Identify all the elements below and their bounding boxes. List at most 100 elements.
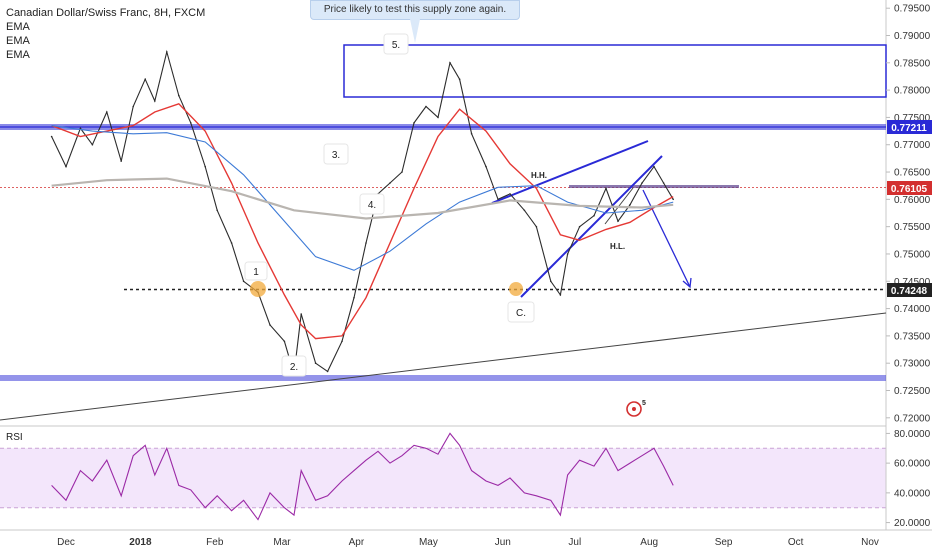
- support-price-label: 0.74248: [891, 286, 928, 297]
- price-tick-label: 0.79500: [894, 4, 931, 15]
- wave-4-box: [359, 193, 385, 215]
- rsi-tick-label: 60.0000: [894, 459, 931, 470]
- higher-low-label: H.L.: [610, 242, 625, 251]
- price-point: [509, 193, 511, 195]
- time-tick-label: Feb: [206, 537, 224, 548]
- price-tick-label: 0.73000: [894, 359, 931, 370]
- time-tick-label: Sep: [715, 537, 733, 548]
- price-point: [79, 127, 82, 130]
- price-point: [50, 135, 53, 138]
- time-tick-label: Dec: [57, 537, 75, 548]
- wave-5-box: [383, 33, 409, 55]
- price-tick-label: 0.75500: [894, 222, 931, 233]
- price-tick-label: 0.76000: [894, 195, 931, 206]
- price-point: [144, 78, 146, 80]
- price-tick-label: 0.74000: [894, 304, 931, 315]
- wave-4-label: 4.: [368, 200, 376, 211]
- support-zone-band: [0, 375, 886, 381]
- breakout-level-band: [569, 185, 739, 188]
- price-point: [283, 340, 286, 343]
- price-tick-label: 0.78500: [894, 58, 931, 69]
- price-point: [413, 122, 415, 124]
- wave-5-label: 5.: [392, 40, 400, 51]
- price-point: [154, 100, 156, 102]
- price-point: [389, 182, 391, 184]
- price-point: [641, 182, 643, 184]
- price-tick-label: 0.73500: [894, 331, 931, 342]
- price-point: [190, 122, 192, 124]
- current-price-label: 0.76105: [891, 184, 928, 195]
- time-tick-label: 2018: [129, 537, 152, 548]
- rsi-tick-label: 20.0000: [894, 518, 931, 529]
- price-point: [497, 198, 499, 201]
- price-point: [535, 225, 538, 228]
- time-tick-label: Jul: [568, 537, 581, 548]
- price-point: [523, 209, 526, 212]
- price-point: [269, 324, 271, 326]
- wave-1-marker: [250, 281, 266, 297]
- price-point: [458, 78, 461, 80]
- price-tick-label: 0.76500: [894, 168, 931, 179]
- rsi-axis-ticks: 20.0000 40.0000 60.0000 80.0000: [886, 429, 931, 529]
- price-tick-label: 0.72500: [894, 386, 931, 397]
- price-point: [550, 280, 552, 283]
- rsi-tick-label: 40.0000: [894, 488, 931, 499]
- price-tick-label: 0.78000: [894, 86, 931, 97]
- logo-dot: [632, 407, 636, 411]
- wave-3-box: [323, 143, 349, 165]
- price-point: [300, 313, 303, 315]
- wave-c-marker: [509, 282, 523, 296]
- wave-3-label: 3.: [332, 150, 340, 161]
- time-tick-label: Mar: [273, 537, 291, 548]
- rsi-label: RSI: [6, 432, 23, 443]
- legend-title: Canadian Dollar/Swiss Franc, 8H, FXCM: [6, 7, 206, 19]
- price-point: [566, 253, 569, 255]
- time-tick-label: Apr: [349, 537, 365, 548]
- wedge-lower-line: [520, 155, 663, 298]
- price-point: [166, 51, 168, 53]
- time-tick-label: Aug: [640, 537, 658, 548]
- price-point: [314, 362, 317, 365]
- rsi-tick-label: 80.0000: [894, 429, 931, 440]
- logo-badge: 5: [642, 400, 646, 407]
- price-point: [672, 198, 674, 201]
- price-point: [106, 111, 108, 113]
- legend-ema-3: EMA: [6, 49, 30, 61]
- wave-c-label: C.: [516, 308, 526, 319]
- wave-1-label: 1: [253, 267, 259, 278]
- price-point: [449, 62, 451, 64]
- legend-ema-2: EMA: [6, 35, 30, 47]
- price-point: [662, 182, 665, 184]
- higher-high-label: H.H.: [531, 171, 547, 180]
- wave-c-box: [507, 301, 535, 323]
- price-point: [341, 340, 343, 343]
- price-point: [230, 242, 233, 244]
- current-price-tag: [887, 181, 932, 195]
- price-point: [653, 165, 655, 168]
- price-point: [437, 116, 439, 119]
- long-term-trendline: [0, 312, 887, 421]
- price-point: [578, 225, 581, 228]
- price-point: [65, 165, 67, 168]
- price-point: [425, 105, 427, 108]
- time-tick-label: Oct: [788, 537, 804, 548]
- time-tick-label: Jun: [495, 537, 511, 548]
- supply-zone: [343, 44, 887, 98]
- price-tick-label: 0.77000: [894, 140, 931, 151]
- wave-1-box: [244, 261, 268, 281]
- ema-medium-line: [51, 125, 674, 271]
- legend-ema-1: EMA: [6, 21, 30, 33]
- price-tick-label: 0.75000: [894, 249, 931, 260]
- resistance-price-tag: [887, 120, 932, 134]
- resistance-price-label: 0.77211: [891, 123, 927, 134]
- price-tick-label: 0.74500: [894, 277, 931, 288]
- price-tick-label: 0.79000: [894, 31, 931, 42]
- support-price-tag: [887, 283, 932, 297]
- time-tick-label: May: [419, 537, 438, 548]
- price-point: [353, 296, 355, 299]
- price-point: [605, 187, 607, 190]
- ema-long-line: [51, 177, 674, 220]
- price-point: [204, 165, 206, 168]
- price-point: [120, 160, 122, 162]
